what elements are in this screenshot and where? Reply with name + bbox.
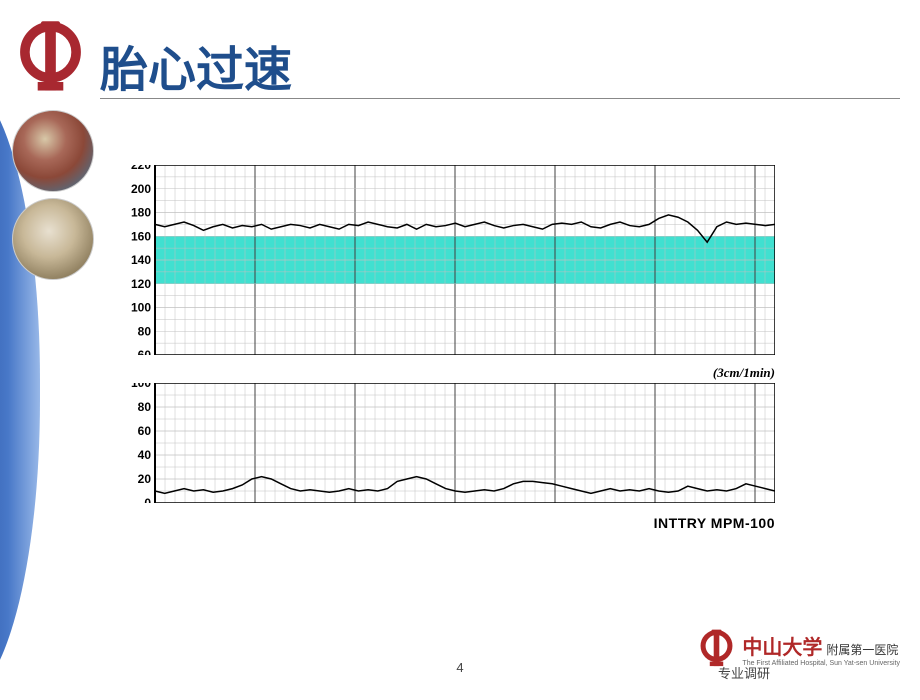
scale-label: (3cm/1min): [713, 365, 775, 381]
footer-note: 专业调研: [718, 663, 770, 682]
footer-university: 中山大学: [742, 631, 822, 660]
svg-text:100: 100: [131, 383, 151, 390]
toco-chart: 0 20 40 60 80 100: [120, 383, 775, 503]
svg-text:100: 100: [131, 301, 151, 315]
logo-main: [18, 18, 83, 98]
svg-text:80: 80: [138, 324, 152, 338]
footer-logo-text: 中山大学 附属第一医院 The First Affiliated Hospita…: [742, 631, 900, 667]
page-number: 4: [456, 660, 463, 675]
svg-text:40: 40: [138, 448, 152, 462]
svg-text:220: 220: [131, 165, 151, 172]
page-title: 胎心过速: [100, 30, 900, 100]
footer-hospital: 附属第一医院: [826, 641, 898, 658]
svg-text:160: 160: [131, 229, 151, 243]
svg-text:60: 60: [138, 348, 152, 355]
left-decoration: [0, 0, 100, 690]
svg-text:200: 200: [131, 182, 151, 196]
building-photo-1: [12, 110, 94, 192]
svg-text:20: 20: [138, 472, 152, 486]
title-area: 胎心过速: [100, 30, 900, 100]
svg-text:140: 140: [131, 253, 151, 267]
building-photo-2: [12, 198, 94, 280]
fhr-chart: 60 80 100 120 140 160 180 200 220: [120, 165, 775, 355]
svg-text:80: 80: [138, 400, 152, 414]
svg-text:0: 0: [144, 496, 151, 503]
svg-text:120: 120: [131, 277, 151, 291]
svg-text:60: 60: [138, 424, 152, 438]
device-label: INTTRY MPM-100: [654, 515, 775, 531]
logo-icon: [18, 18, 83, 98]
ctg-chart-container: 60 80 100 120 140 160 180 200 220 (3cm/1min) 0 20…: [120, 165, 780, 503]
svg-text:180: 180: [131, 206, 151, 220]
title-underline: [100, 98, 900, 99]
